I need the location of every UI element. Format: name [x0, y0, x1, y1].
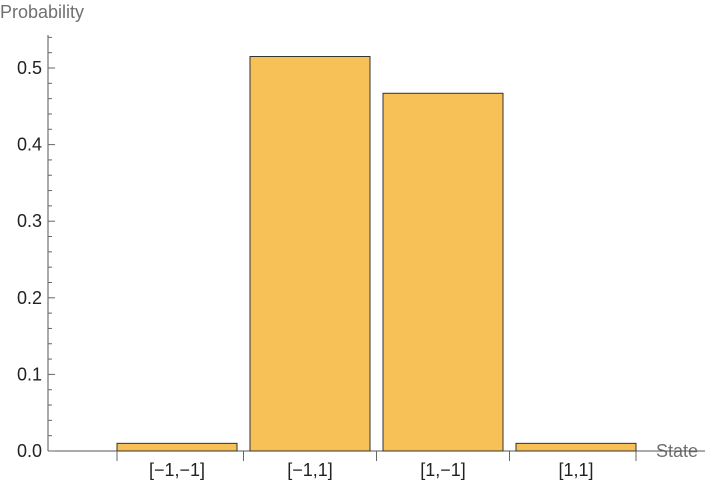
- bar-0: [116, 442, 238, 452]
- bar-2: [382, 92, 504, 452]
- y-tick-label: 0.4: [17, 135, 42, 155]
- y-tick-label: 0.2: [17, 288, 42, 308]
- bar-1: [249, 56, 371, 452]
- bars-group: [116, 56, 637, 452]
- x-tick-label: [1,−1]: [420, 460, 466, 480]
- x-tick-label: [1,1]: [558, 460, 593, 480]
- y-tick-label: 0.3: [17, 211, 42, 231]
- y-axis-title: Probability: [0, 2, 84, 22]
- x-tick-label: [−1,1]: [287, 460, 333, 480]
- bar-3: [515, 442, 637, 452]
- x-tick-label: [−1,−1]: [149, 460, 205, 480]
- y-ticks-group: 0.0 0.1 0.2 0.3 0.4 0.5: [17, 36, 55, 461]
- x-ticks-group: [−1,−1] [−1,1] [1,−1] [1,1]: [116, 451, 637, 480]
- y-tick-label: 0.5: [17, 58, 42, 78]
- y-tick-label: 0.0: [17, 441, 42, 461]
- y-tick-label: 0.1: [17, 364, 42, 384]
